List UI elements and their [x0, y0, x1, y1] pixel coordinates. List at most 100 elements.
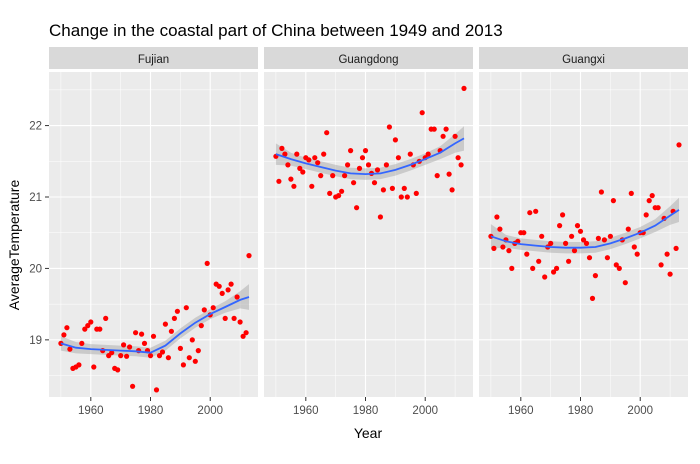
y-tick-label: 21	[29, 192, 42, 204]
data-point	[676, 142, 682, 148]
data-point	[380, 187, 386, 193]
data-point	[667, 271, 673, 277]
data-point	[231, 315, 237, 321]
data-point	[294, 151, 300, 157]
data-point	[643, 212, 649, 218]
data-point	[359, 155, 366, 161]
data-point	[586, 255, 593, 261]
data-point	[440, 133, 446, 139]
data-point	[613, 262, 619, 268]
x-tick-label: 1980	[138, 405, 164, 417]
data-point	[82, 326, 88, 332]
x-axis-label: Year	[354, 425, 383, 441]
data-point	[300, 169, 306, 175]
data-point	[79, 340, 85, 346]
data-point	[159, 349, 166, 355]
data-point	[76, 362, 82, 368]
data-point	[321, 151, 327, 157]
data-point	[521, 230, 527, 236]
data-point	[658, 262, 664, 268]
x-tick-label: 1960	[78, 405, 104, 417]
data-point	[354, 205, 360, 211]
data-point	[524, 251, 530, 257]
data-point	[246, 253, 252, 259]
data-point	[85, 323, 91, 329]
data-point	[634, 251, 640, 257]
data-point	[133, 330, 139, 336]
data-point	[204, 260, 210, 266]
data-point	[297, 165, 303, 171]
data-point	[628, 190, 634, 196]
data-point	[395, 155, 401, 161]
data-point	[168, 328, 174, 334]
data-point	[425, 151, 431, 157]
data-point	[189, 337, 195, 343]
y-tick-label: 19	[29, 335, 42, 347]
data-point	[458, 162, 464, 168]
data-point	[312, 155, 318, 161]
data-point	[351, 180, 357, 186]
facet-guangdong: Guangdong 1960 1980 2000	[264, 47, 473, 417]
y-tick-label: 20	[29, 263, 42, 275]
smooth-line	[60, 296, 250, 354]
data-point	[225, 287, 231, 293]
data-point	[449, 187, 455, 193]
data-point	[276, 178, 282, 184]
smooth-line	[275, 137, 465, 176]
facet-guangxi: Guangxi 1960 1980 2000	[479, 47, 688, 417]
x-tick-label: 2000	[627, 405, 653, 417]
facet-strip-label: Guangdong	[338, 54, 398, 66]
data-point	[348, 148, 354, 154]
data-point	[147, 353, 154, 359]
data-point	[494, 214, 500, 220]
data-point	[622, 280, 628, 286]
data-point	[446, 171, 452, 177]
data-point	[655, 205, 661, 211]
data-point	[592, 273, 599, 279]
data-point	[180, 362, 186, 368]
data-point	[174, 308, 180, 314]
data-point	[327, 190, 333, 196]
data-point	[315, 160, 321, 166]
x-tick-label: 2000	[197, 405, 223, 417]
y-tick-label: 22	[29, 121, 42, 133]
data-point	[342, 173, 348, 179]
data-point	[571, 248, 578, 254]
data-point	[607, 233, 614, 239]
data-point	[130, 383, 136, 389]
data-point	[362, 148, 369, 154]
data-point	[186, 355, 192, 361]
data-point	[557, 223, 563, 229]
data-point	[413, 190, 419, 196]
data-point	[560, 212, 566, 218]
data-point	[306, 157, 312, 163]
data-point	[91, 364, 97, 370]
data-point	[583, 240, 590, 246]
data-point	[625, 226, 631, 232]
data-point	[404, 194, 410, 200]
data-point	[574, 223, 581, 229]
data-point	[419, 110, 425, 116]
data-point	[109, 350, 115, 356]
facet-panels: 19 20 21 22 Fujian 1960 1980 2000 Guangdong 1960 1…	[29, 47, 688, 417]
plot-panel	[479, 72, 688, 397]
data-point	[88, 319, 94, 325]
data-point	[243, 330, 249, 336]
data-point	[461, 85, 467, 91]
data-point	[115, 367, 121, 373]
data-point	[97, 326, 103, 332]
facet-strip	[264, 47, 473, 69]
data-point	[631, 244, 637, 250]
data-point	[240, 333, 246, 339]
data-point	[566, 258, 572, 264]
data-point	[61, 332, 67, 338]
data-point	[443, 126, 449, 132]
data-point	[646, 198, 652, 204]
data-point	[345, 162, 351, 168]
data-point	[616, 265, 622, 271]
data-point	[228, 281, 234, 287]
y-axis: 19 20 21 22	[29, 121, 49, 347]
data-point	[554, 265, 560, 271]
